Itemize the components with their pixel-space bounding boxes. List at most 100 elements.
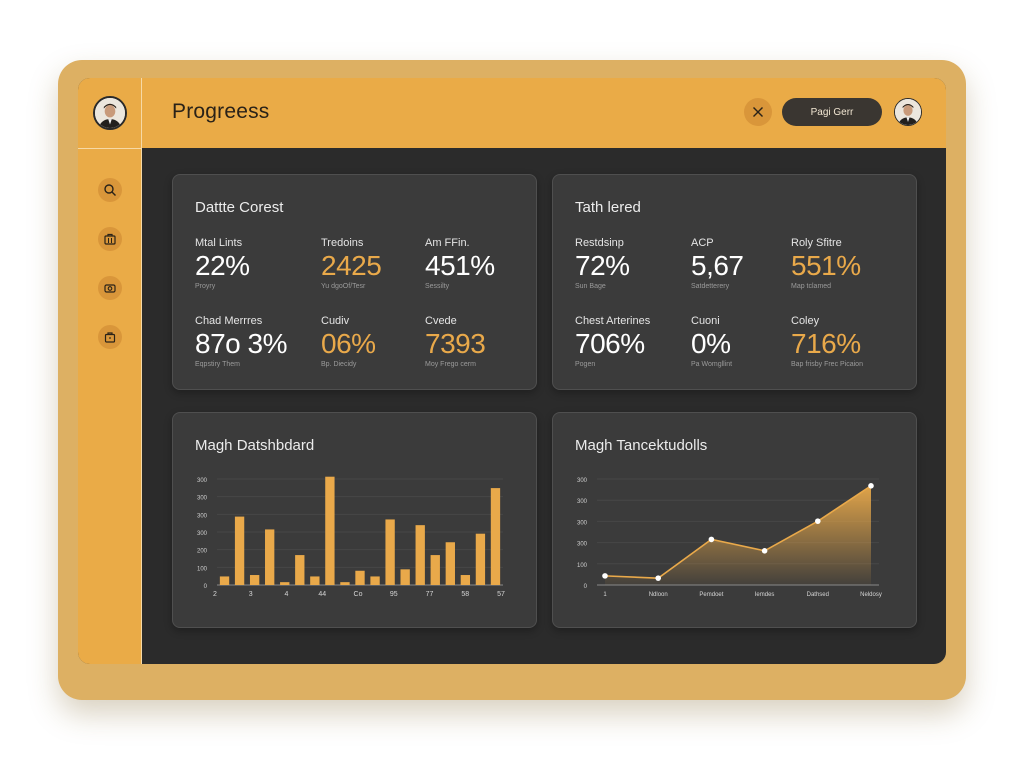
x-tick-label: 2 xyxy=(213,591,217,598)
stat-label: Cudiv xyxy=(321,315,350,327)
y-tick-label: 100 xyxy=(577,563,588,569)
stat-subtext: Sessilty xyxy=(425,283,450,290)
stat-subtext: Moy Frego cerm xyxy=(425,361,476,368)
stat-value: 551% xyxy=(791,250,861,281)
stat-block: Am FFin. 451% Sessilty xyxy=(425,237,525,290)
profile-pill-button[interactable]: Pagi Gerr xyxy=(782,98,882,126)
stat-value: 2425 xyxy=(321,250,382,281)
bar-chart-card: Magh Datshbdard 300 300 300 300 200 100 0 2 3 4 44… xyxy=(172,412,537,628)
chart-bar xyxy=(370,576,380,585)
chart-bar xyxy=(415,525,425,585)
stat-block: ACP 5,67 Satdetterery xyxy=(691,237,791,290)
stat-block: Cuoni 0% Pa Womgllint xyxy=(691,315,791,368)
stat-label: Chad Merrres xyxy=(195,315,263,327)
x-tick-label: Pemdoet xyxy=(699,592,723,598)
stat-value: 72% xyxy=(575,250,630,281)
stat-block: Mtal Lints 22% Proyry xyxy=(195,237,295,290)
stat-subtext: Bp. Diecidy xyxy=(321,361,357,368)
camera-icon[interactable] xyxy=(98,276,122,300)
stat-label: Restdsinp xyxy=(575,237,624,249)
series-line xyxy=(604,485,872,579)
stat-subtext: Sun Bage xyxy=(575,283,606,290)
chart-bar xyxy=(265,529,275,585)
x-tick-label: 95 xyxy=(390,591,398,598)
data-point xyxy=(708,536,715,543)
chart-bar xyxy=(249,575,260,585)
y-tick-label: 300 xyxy=(577,478,588,484)
close-button[interactable] xyxy=(744,98,772,126)
chart-bar xyxy=(490,488,501,585)
y-tick-label: 300 xyxy=(577,520,588,526)
x-tick-label: 44 xyxy=(318,591,326,598)
x-tick-label: Iemdes xyxy=(755,592,775,598)
chart-bar xyxy=(340,582,350,585)
stat-label: Coley xyxy=(791,315,820,327)
stat-label: Mtal Lints xyxy=(195,237,243,249)
x-tick-label: 4 xyxy=(285,591,289,598)
y-tick-label: 100 xyxy=(197,566,208,572)
y-tick-label: 0 xyxy=(204,584,208,590)
chart-bar xyxy=(445,542,455,585)
stat-value: 706% xyxy=(575,328,645,359)
stat-subtext: Yu dgoOf/Tesr xyxy=(321,283,366,290)
stat-value: 0% xyxy=(691,328,731,359)
header-avatar[interactable] xyxy=(894,98,922,126)
area-fill xyxy=(605,485,871,585)
y-tick-label: 300 xyxy=(197,513,208,519)
chart-bar xyxy=(234,516,245,585)
y-tick-label: 300 xyxy=(197,496,208,502)
user-avatar-image xyxy=(95,98,125,128)
stat-block: Restdsinp 72% Sun Bage xyxy=(575,237,675,290)
stat-value: 716% xyxy=(791,328,861,359)
stat-block: Chest Arterines 706% Pogen xyxy=(575,315,675,368)
chart-bar xyxy=(385,519,395,585)
stat-value: 5,67 xyxy=(691,250,744,281)
stat-block: Cudiv 06% Bp. Diecidy xyxy=(321,315,421,368)
close-icon xyxy=(753,107,763,117)
chart-title: Magh Datshbdard xyxy=(195,437,315,454)
chart-bar xyxy=(325,476,335,585)
stat-value: 7393 xyxy=(425,328,486,359)
chart-bar xyxy=(280,582,290,585)
app-window: Progreess Pagi Gerr Dattte Corest Mtal L… xyxy=(78,78,946,664)
x-tick-label: 58 xyxy=(461,591,469,598)
bag-icon[interactable] xyxy=(98,325,122,349)
data-point xyxy=(761,548,768,554)
stat-block: Chad Merrres 87o 3% Eqpstiry Them xyxy=(195,315,295,368)
stat-value: 22% xyxy=(195,250,250,281)
stat-subtext: Pogen xyxy=(575,361,596,368)
stats-card-2: Tath lered Restdsinp 72% Sun Bage ACP 5,… xyxy=(552,174,917,390)
y-tick-label: 0 xyxy=(584,584,588,590)
sidebar xyxy=(78,78,142,664)
briefcase-icon[interactable] xyxy=(98,227,122,251)
data-point xyxy=(868,483,874,489)
user-avatar[interactable] xyxy=(93,96,127,130)
y-tick-label: 300 xyxy=(197,531,208,537)
area-chart: 300 300 300 300 100 0 1 Ndloon Pemdoet Iemdes Dath… xyxy=(577,478,882,598)
chart-bar xyxy=(475,533,486,585)
data-point xyxy=(655,575,661,581)
card-title: Dattte Corest xyxy=(195,199,284,216)
chart-title: Magh Tancektudolls xyxy=(575,437,708,454)
chart-bar xyxy=(460,575,471,585)
stat-value: 06% xyxy=(321,328,376,359)
data-point xyxy=(602,573,608,579)
top-header: Progreess Pagi Gerr xyxy=(142,78,946,148)
chart-bar xyxy=(310,576,320,585)
stat-subtext: Map tclamed xyxy=(791,283,832,290)
stat-subtext: Bap frisby Frec Picaion xyxy=(791,361,863,368)
stat-block: Tredoins 2425 Yu dgoOf/Tesr xyxy=(321,237,421,290)
stat-label: Chest Arterines xyxy=(575,315,651,327)
header-avatar-image xyxy=(895,99,921,125)
x-tick-label: Co xyxy=(354,591,363,598)
chart-bar xyxy=(295,555,305,585)
y-tick-label: 300 xyxy=(197,478,208,484)
stat-block: Coley 716% Bap frisby Frec Picaion xyxy=(791,315,891,368)
search-icon[interactable] xyxy=(98,178,122,202)
stat-label: Roly Sfitre xyxy=(791,237,842,249)
stat-subtext: Proyry xyxy=(195,283,216,290)
stat-label: ACP xyxy=(691,237,714,249)
stat-label: Cuoni xyxy=(691,315,720,327)
chart-bar xyxy=(355,570,365,585)
x-tick-label: Neldosy xyxy=(860,592,882,598)
